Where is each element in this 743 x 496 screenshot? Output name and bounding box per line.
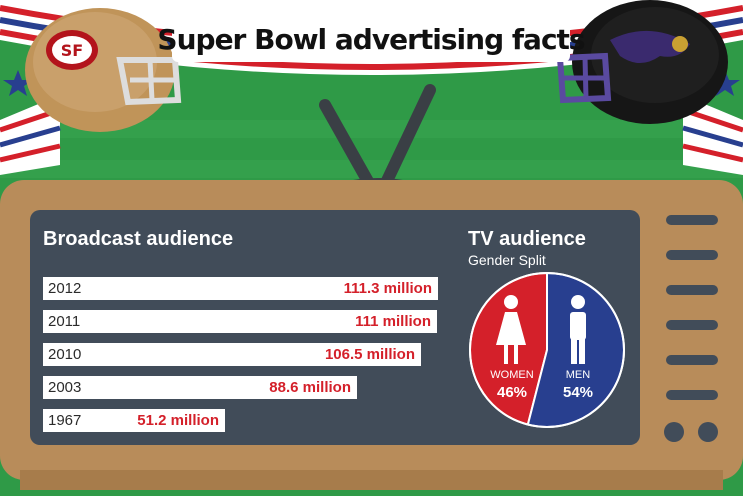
bar-category-label: 2012	[48, 280, 82, 297]
bar-1967	[43, 409, 225, 432]
ravens-helmet-icon	[556, 0, 728, 124]
bar-2010	[43, 343, 421, 366]
tv-vent-slots	[666, 215, 718, 400]
bar-category-label: 2003	[48, 379, 82, 396]
pie-chart-title: TV audience	[468, 228, 586, 250]
pie-chart	[469, 271, 625, 428]
bar-chart-title: Broadcast audience	[43, 228, 234, 250]
field-stripe	[0, 160, 743, 178]
bar-value-label: 88.6 million	[269, 379, 351, 396]
pie-label-women: WOMEN	[490, 369, 534, 381]
page-title: Super Bowl advertising facts	[157, 22, 585, 56]
tv-knob	[698, 422, 718, 442]
bar-value-label: 106.5 million	[324, 346, 415, 363]
man-icon	[570, 295, 586, 364]
tv-base	[20, 470, 723, 490]
49ers-helmet-icon: SF	[25, 8, 182, 132]
bar-value-label: 111 million	[355, 313, 431, 330]
bar-2003	[43, 376, 357, 399]
pie-label-men: MEN	[565, 369, 591, 381]
svg-text:SF: SF	[61, 41, 83, 60]
tv-set	[0, 180, 743, 490]
bar-category-label: 2011	[48, 313, 81, 330]
bar-chart-marks	[43, 277, 438, 432]
field-stripe	[0, 120, 743, 138]
title-banner: Super Bowl advertising facts	[157, 16, 586, 62]
bar-value-label: 51.2 million	[137, 412, 219, 429]
pie-outline	[469, 272, 625, 428]
pie-value-men: 54%	[562, 384, 594, 401]
woman-icon	[496, 295, 526, 364]
bar-value-label: 111.3 million	[343, 280, 432, 297]
bar-2012	[43, 277, 438, 300]
bar-category-label: 1967	[48, 412, 82, 429]
pie-value-women: 46%	[496, 384, 528, 401]
bar-category-label: 2010	[48, 346, 82, 363]
pie-chart-subtitle: Gender Split	[468, 252, 546, 268]
bar-2011	[43, 310, 437, 333]
tv-knob	[664, 422, 684, 442]
